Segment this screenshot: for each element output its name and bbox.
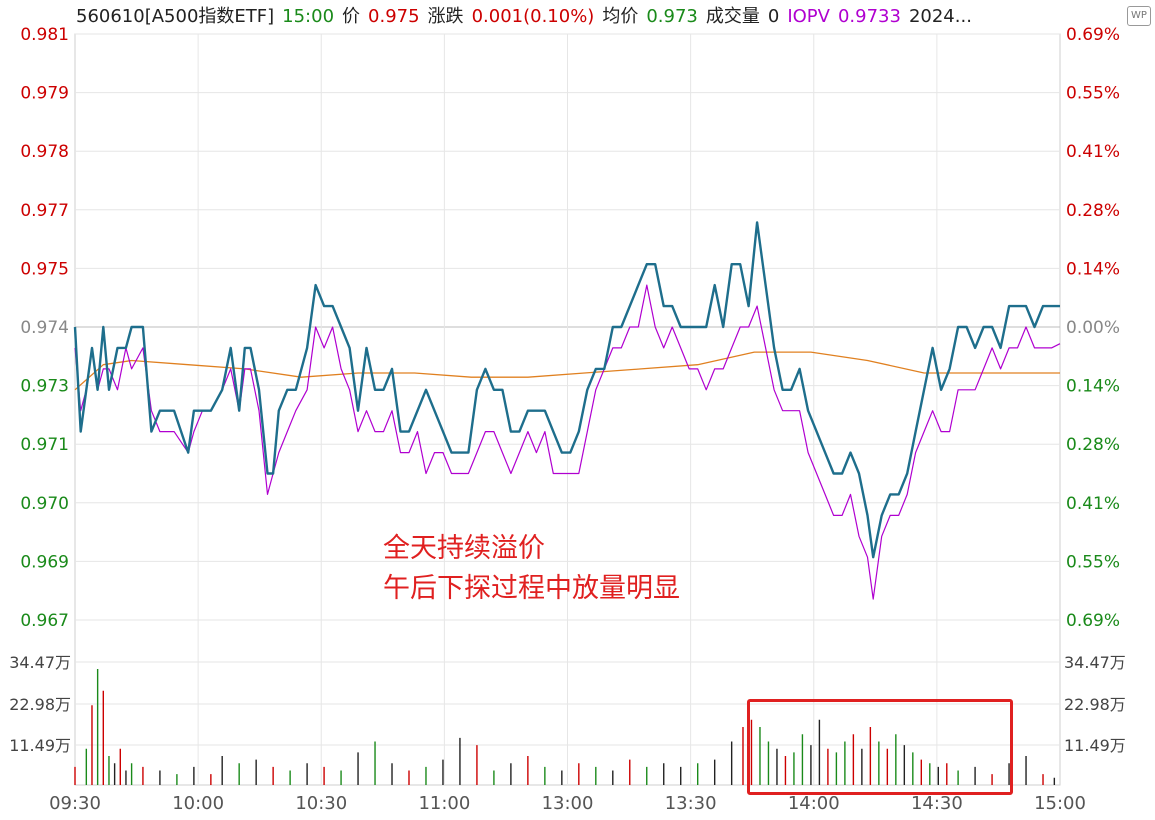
price-tick-label: 0.977 xyxy=(20,201,69,221)
time-tick-label: 13:00 xyxy=(542,793,594,814)
avg-label: 均价 xyxy=(602,6,639,27)
price-tick-label: 0.973 xyxy=(20,377,69,397)
price-tick-label: 0.967 xyxy=(20,611,69,631)
price-tick-label: 0.974 xyxy=(20,318,69,338)
volume-tick-label: 34.47万 xyxy=(9,653,71,672)
percent-tick-label: 0.14% xyxy=(1066,259,1120,279)
time-tick-label: 13:30 xyxy=(665,793,717,814)
security-name: 560610[A500指数ETF] xyxy=(76,6,275,27)
percent-tick-label: 0.55% xyxy=(1066,84,1120,104)
percent-tick-label: 0.28% xyxy=(1066,435,1120,455)
volume-tick-label-right: 34.47万 xyxy=(1064,653,1126,672)
iopv-value: 0.9733 xyxy=(837,6,901,27)
price-tick-label: 0.975 xyxy=(20,259,69,279)
price-tick-label: 0.978 xyxy=(20,142,69,162)
volume-highlight-box xyxy=(747,699,1013,795)
percent-tick-label: 0.28% xyxy=(1066,201,1120,221)
wp-watermark-icon[interactable]: WP xyxy=(1127,6,1151,26)
volume-tick-label-right: 22.98万 xyxy=(1064,695,1126,714)
volume-tick-label: 22.98万 xyxy=(9,695,71,714)
percent-tick-label: 0.00% xyxy=(1066,318,1120,338)
grid-lines xyxy=(74,33,1061,786)
annotation-line-1: 全天持续溢价 xyxy=(383,533,545,564)
price-tick-label: 0.969 xyxy=(20,552,69,572)
iopv-label: IOPV xyxy=(787,6,830,27)
change-label: 涨跌 xyxy=(427,6,464,27)
date-value: 2024... xyxy=(908,6,972,27)
percent-tick-label: 0.69% xyxy=(1066,611,1120,631)
price-tick-label: 0.971 xyxy=(20,435,69,455)
price-value: 0.975 xyxy=(368,6,420,27)
time-tick-label: 14:00 xyxy=(788,793,840,814)
series-lines xyxy=(73,221,1061,600)
change-value: 0.001(0.10%) xyxy=(471,6,595,27)
volume-label: 成交量 xyxy=(705,6,760,27)
annotation-line-2: 午后下探过程中放量明显 xyxy=(383,573,680,604)
price-line xyxy=(73,221,1060,559)
time-tick-label: 10:30 xyxy=(295,793,347,814)
time-tick-label: 15:00 xyxy=(1034,793,1086,814)
avg-line xyxy=(74,351,1060,391)
volume-tick-label-right: 11.49万 xyxy=(1064,736,1126,755)
time-tick-label: 10:00 xyxy=(172,793,224,814)
percent-tick-label: 0.41% xyxy=(1066,494,1120,514)
avg-value: 0.973 xyxy=(646,6,698,27)
volume-tick-label: 11.49万 xyxy=(9,736,71,755)
axis-labels: 0.981 0.69% 0.979 0.55% 0.978 0.41% 0.977 0.28%… xyxy=(9,25,1126,814)
price-tick-label: 0.981 xyxy=(20,25,69,45)
percent-tick-label: 0.14% xyxy=(1066,377,1120,397)
volume-value: 0 xyxy=(767,6,780,27)
price-tick-label: 0.970 xyxy=(20,494,69,514)
price-tick-label: 0.979 xyxy=(20,84,69,104)
percent-tick-label: 0.41% xyxy=(1066,142,1120,162)
time-tick-label: 09:30 xyxy=(49,793,101,814)
quote-time: 15:00 xyxy=(282,6,335,27)
percent-tick-label: 0.69% xyxy=(1066,25,1120,45)
quote-header: 560610[A500指数ETF] 15:00 价 0.975 涨跌 0.001(0.10… xyxy=(76,4,980,30)
time-tick-label: 14:30 xyxy=(911,793,963,814)
volume-bars xyxy=(74,669,1056,785)
percent-tick-label: 0.55% xyxy=(1066,552,1120,572)
price-label: 价 xyxy=(342,6,361,27)
time-tick-label: 11:00 xyxy=(418,793,470,814)
